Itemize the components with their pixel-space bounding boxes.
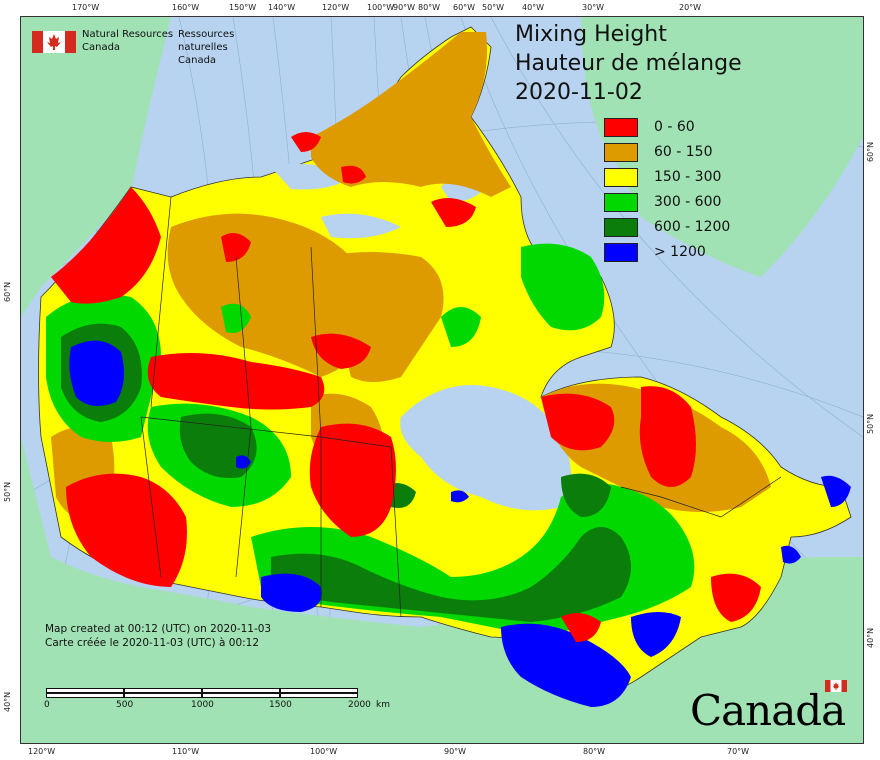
scale-segment bbox=[124, 688, 202, 693]
nrcan-logo: Natural Resources Canada Ressources natu… bbox=[12, 14, 242, 66]
legend-item: 600 - 1200 bbox=[604, 216, 764, 241]
title-en: Mixing Height bbox=[515, 22, 667, 47]
legend-label: 0 - 60 bbox=[654, 119, 695, 135]
top-tick-140w: 140°W bbox=[268, 3, 296, 12]
map-canvas bbox=[20, 16, 864, 744]
org-name-fr-line2: Canada bbox=[178, 55, 217, 66]
legend-item: 300 - 600 bbox=[604, 191, 764, 216]
legend-label: > 1200 bbox=[654, 244, 706, 260]
map-drawing bbox=[21, 17, 863, 743]
scale-label: 0 bbox=[44, 700, 50, 710]
legend-label: 600 - 1200 bbox=[654, 219, 731, 235]
greenland-land bbox=[581, 17, 863, 277]
bottom-tick-80w: 80°W bbox=[583, 747, 606, 756]
org-name-en: Natural Resources Canada bbox=[82, 28, 173, 54]
top-tick-50w: 50°W bbox=[482, 3, 505, 12]
top-tick-80w: 80°W bbox=[418, 3, 441, 12]
bottom-tick-70w: 70°W bbox=[727, 747, 750, 756]
legend-swatch bbox=[604, 218, 638, 237]
left-tick-40n: 40°N bbox=[3, 691, 12, 712]
right-tick-60n: 60°N bbox=[866, 141, 875, 162]
legend-swatch bbox=[604, 193, 638, 212]
org-name-fr: Ressources naturelles Canada bbox=[178, 28, 242, 67]
right-tick-50n: 50°N bbox=[866, 413, 875, 434]
org-name-en-line2: Canada bbox=[82, 42, 121, 53]
bottom-tick-90w: 90°W bbox=[444, 747, 467, 756]
scale-segment bbox=[46, 693, 124, 698]
canada-flag-icon bbox=[32, 31, 76, 53]
hudson-bay bbox=[400, 385, 571, 511]
scale-segment bbox=[280, 688, 358, 693]
map-credit: Map created at 00:12 (UTC) on 2020-11-03… bbox=[45, 622, 271, 650]
left-tick-50n: 50°N bbox=[3, 481, 12, 502]
legend-label: 300 - 600 bbox=[654, 194, 722, 210]
scale-unit: km bbox=[376, 700, 390, 710]
left-tick-60n: 60°N bbox=[3, 281, 12, 302]
title-fr: Hauteur de mélange bbox=[515, 51, 742, 76]
top-tick-20w: 20°W bbox=[679, 3, 702, 12]
alaska-land bbox=[21, 17, 171, 317]
top-tick-160w: 160°W bbox=[172, 3, 200, 12]
legend-swatch bbox=[604, 243, 638, 262]
scale-label: 1500 bbox=[269, 700, 292, 710]
scale-segment bbox=[202, 688, 280, 693]
scale-label: 2000 bbox=[348, 700, 371, 710]
bottom-tick-100w: 100°W bbox=[310, 747, 338, 756]
right-tick-40n: 40°N bbox=[866, 627, 875, 648]
title-date: 2020-11-02 bbox=[515, 80, 643, 105]
map-title: Mixing Height Hauteur de mélange 2020-11… bbox=[515, 20, 742, 107]
legend-swatch bbox=[604, 168, 638, 187]
scale-label: 500 bbox=[116, 700, 134, 710]
top-tick-120w: 120°W bbox=[322, 3, 350, 12]
legend-item: 60 - 150 bbox=[604, 141, 764, 166]
scale-bar: 0 500 1000 1500 2000 km bbox=[26, 688, 390, 714]
legend: 0 - 60 60 - 150 150 - 300 300 - 600 600 … bbox=[604, 116, 764, 266]
zone-0-60 bbox=[51, 132, 761, 642]
legend-item: 0 - 60 bbox=[604, 116, 764, 141]
legend-swatch bbox=[604, 118, 638, 137]
top-tick-100w: 100°W bbox=[367, 3, 395, 12]
wordmark-text: Canada bbox=[690, 686, 846, 735]
top-tick-60w: 60°W bbox=[453, 3, 476, 12]
legend-label: 60 - 150 bbox=[654, 144, 713, 160]
wordmark-flag-icon bbox=[825, 680, 847, 692]
scale-segment bbox=[202, 693, 280, 698]
boundaries bbox=[140, 196, 782, 618]
scale-segment bbox=[46, 688, 124, 693]
legend-swatch bbox=[604, 143, 638, 162]
top-tick-170w: 170°W bbox=[72, 3, 100, 12]
scale-segment bbox=[280, 693, 358, 698]
credit-fr: Carte créée le 2020-11-03 (UTC) à 00:12 bbox=[45, 637, 260, 649]
top-tick-90w: 90°W bbox=[393, 3, 416, 12]
scale-segment bbox=[124, 693, 202, 698]
credit-en: Map created at 00:12 (UTC) on 2020-11-03 bbox=[45, 623, 272, 635]
top-tick-30w: 30°W bbox=[582, 3, 605, 12]
top-tick-150w: 150°W bbox=[229, 3, 257, 12]
zone-over-1200 bbox=[69, 340, 851, 707]
bottom-tick-120w: 120°W bbox=[28, 747, 56, 756]
org-name-en-line1: Natural Resources bbox=[82, 29, 174, 40]
top-tick-40w: 40°W bbox=[522, 3, 545, 12]
org-name-fr-line1: Ressources naturelles bbox=[178, 29, 235, 53]
scale-label: 1000 bbox=[191, 700, 214, 710]
legend-label: 150 - 300 bbox=[654, 169, 722, 185]
canada-wordmark: Canada bbox=[690, 680, 850, 735]
legend-item: > 1200 bbox=[604, 241, 764, 266]
legend-item: 150 - 300 bbox=[604, 166, 764, 191]
bottom-tick-110w: 110°W bbox=[172, 747, 200, 756]
